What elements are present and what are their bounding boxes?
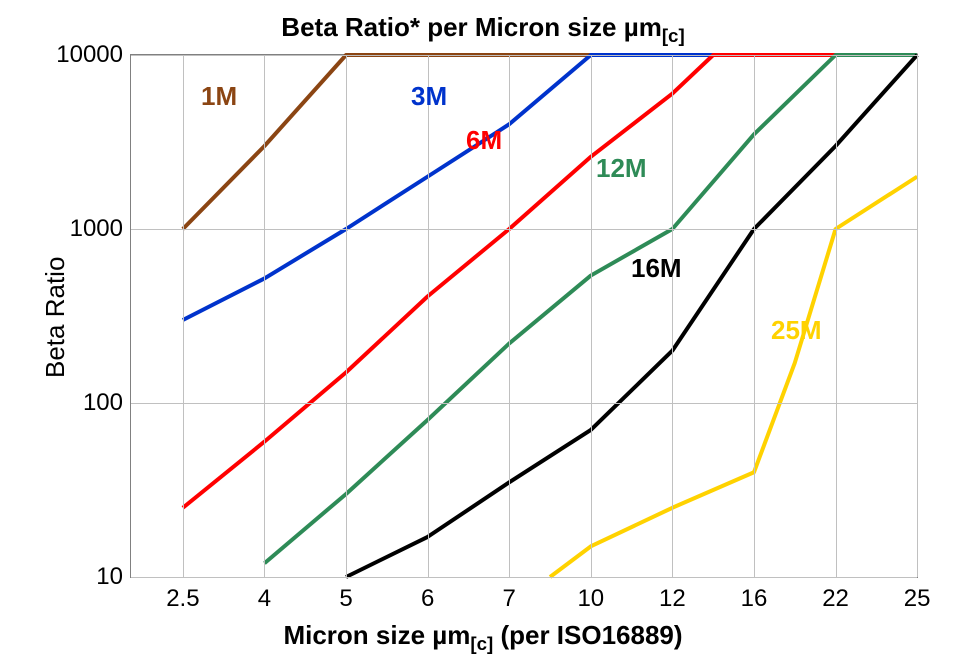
series-label-6M: 6M — [466, 125, 502, 156]
chart-title: Beta Ratio* per Micron size µm[c] — [0, 12, 966, 47]
y-axis-label: Beta Ratio — [40, 256, 71, 377]
series-line-3M — [183, 55, 917, 320]
x-tick: 12 — [659, 577, 686, 613]
grid-vertical — [264, 55, 265, 577]
grid-vertical — [346, 55, 347, 577]
series-label-3M: 3M — [411, 81, 447, 112]
series-label-25M: 25M — [771, 315, 822, 346]
y-tick: 10000 — [56, 41, 131, 69]
series-label-1M: 1M — [201, 81, 237, 112]
x-tick: 10 — [577, 577, 604, 613]
series-label-16M: 16M — [631, 253, 682, 284]
chart-container: Beta Ratio* per Micron size µm[c] Beta R… — [0, 0, 966, 662]
x-tick: 22 — [822, 577, 849, 613]
series-line-16M — [346, 55, 917, 577]
grid-vertical — [672, 55, 673, 577]
x-tick: 5 — [339, 577, 352, 613]
x-axis-label: Micron size µm[c] (per ISO16889) — [0, 620, 966, 655]
grid-vertical — [591, 55, 592, 577]
grid-vertical — [836, 55, 837, 577]
y-tick: 100 — [83, 389, 131, 417]
x-tick: 2.5 — [166, 577, 199, 613]
grid-vertical — [428, 55, 429, 577]
plot-area: 2.545671012162225101001000100001M3M6M12M… — [130, 54, 918, 578]
x-tick: 16 — [741, 577, 768, 613]
x-tick: 6 — [421, 577, 434, 613]
y-tick: 10 — [96, 563, 131, 591]
x-tick: 25 — [904, 577, 931, 613]
grid-horizontal — [131, 229, 917, 230]
grid-vertical — [754, 55, 755, 577]
x-tick: 4 — [258, 577, 271, 613]
series-line-25M — [550, 177, 917, 577]
y-tick: 1000 — [70, 215, 131, 243]
grid-vertical — [509, 55, 510, 577]
grid-horizontal — [131, 403, 917, 404]
series-line-6M — [183, 55, 917, 508]
grid-vertical — [917, 55, 918, 577]
series-label-12M: 12M — [596, 153, 647, 184]
grid-vertical — [183, 55, 184, 577]
grid-horizontal — [131, 577, 917, 578]
grid-horizontal — [131, 55, 917, 56]
x-tick: 7 — [503, 577, 516, 613]
